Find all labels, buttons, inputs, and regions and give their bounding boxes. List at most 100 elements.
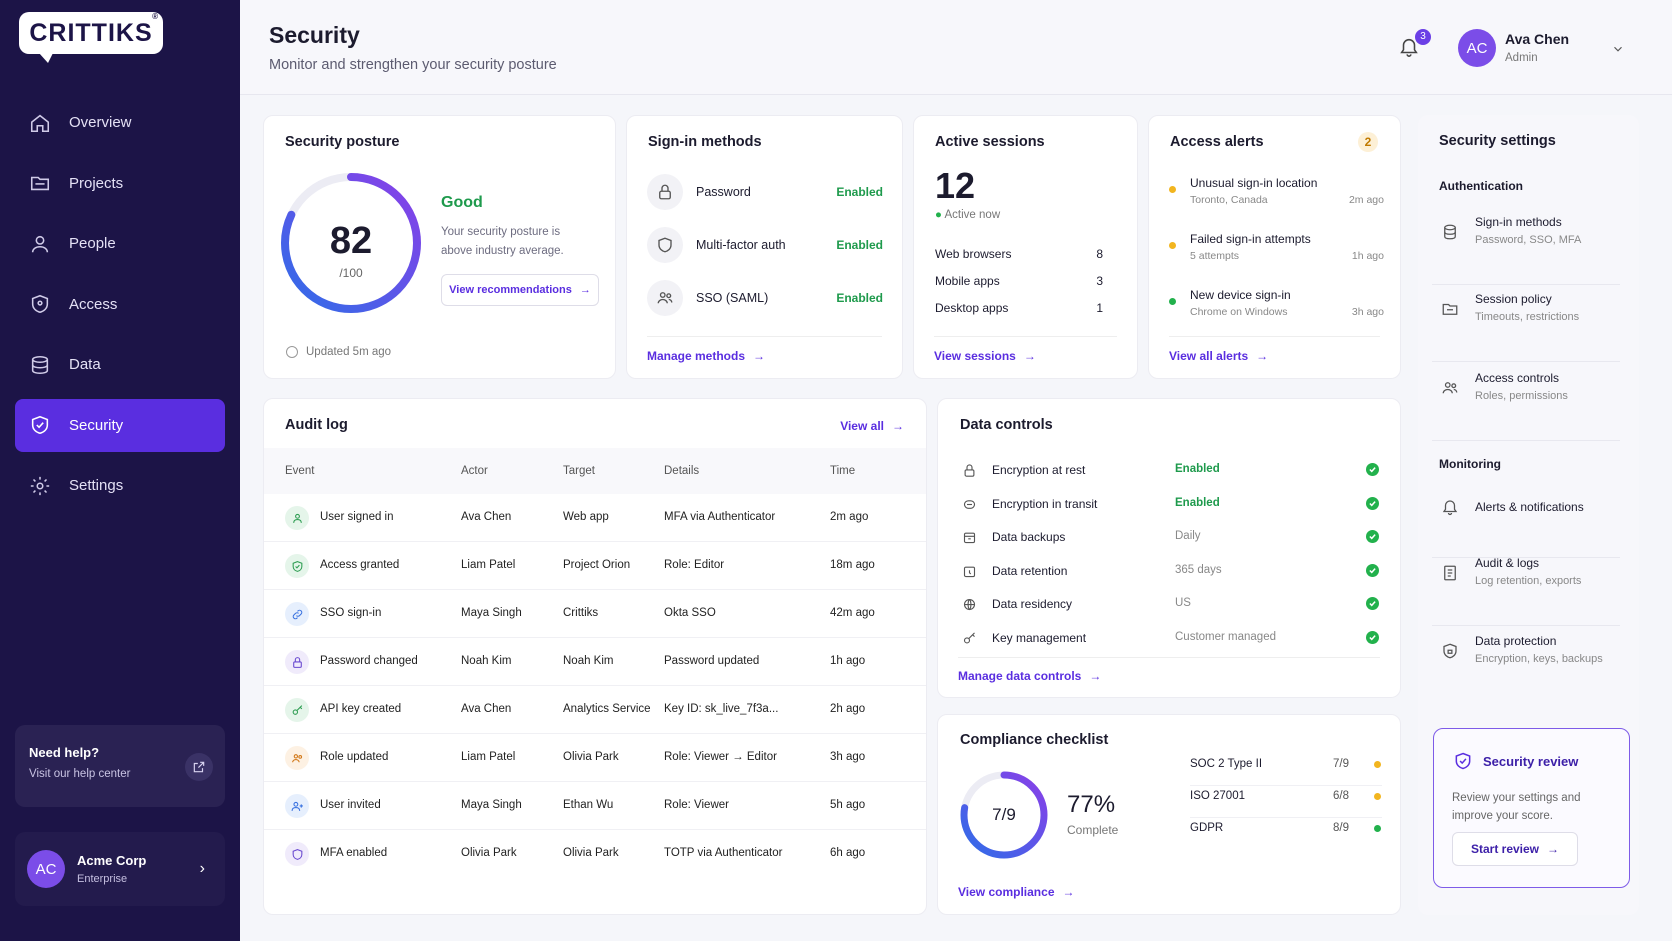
column-header[interactable]: Target: [563, 465, 595, 477]
database-icon: [1444, 224, 1456, 240]
alert-item[interactable]: Unusual sign-in location Toronto, Canada…: [1149, 176, 1400, 216]
column-header[interactable]: Actor: [461, 465, 488, 477]
view-all-audit-link[interactable]: View all →: [840, 419, 904, 433]
compliance-standard-row[interactable]: ISO 27001 6/8: [1190, 788, 1382, 818]
sidebar-item-data[interactable]: Data: [15, 338, 225, 391]
key-icon: [963, 632, 975, 644]
signin-method-status: Enabled: [836, 238, 883, 252]
data-control-row[interactable]: Data backups Daily: [938, 528, 1400, 552]
help-title: Need help?: [29, 745, 100, 760]
posture-updated: Updated 5m ago: [306, 346, 392, 358]
table-row[interactable]: Role updated Liam Patel Olivia Park Role: V…: [264, 734, 926, 782]
data-control-row[interactable]: Encryption in transit Enabled: [938, 495, 1400, 519]
column-header[interactable]: Event: [285, 465, 315, 477]
table-row[interactable]: Access granted Liam Patel Project Orion Rol…: [264, 542, 926, 590]
cell-actor: Liam Patel: [461, 559, 516, 571]
manage-methods-link[interactable]: Manage methods →: [647, 349, 766, 363]
compliance-standard-value: 6/8: [1333, 790, 1349, 802]
settings-item-title: Alerts & notifications: [1475, 500, 1584, 514]
cell-details: Password updated: [664, 655, 760, 667]
settings-item-alerts-notifications[interactable]: Alerts & notifications: [1432, 498, 1620, 558]
view-recommendations-button[interactable]: View recommendations →: [441, 274, 599, 306]
cell-time: 6h ago: [830, 847, 866, 859]
alert-item[interactable]: Failed sign-in attempts 5 attempts 1h ag…: [1149, 232, 1400, 272]
signin-method-row[interactable]: SSO (SAML) Enabled: [627, 278, 902, 318]
settings-item-title: Access controls: [1475, 371, 1560, 385]
arrow-right-icon: →: [1256, 349, 1269, 363]
settings-item-access-controls[interactable]: Access controls Roles, permissions: [1432, 371, 1620, 441]
column-header[interactable]: Time: [830, 465, 856, 477]
session-count: 8: [1096, 247, 1103, 261]
notification-badge: 3: [1415, 29, 1431, 45]
start-review-button[interactable]: Start review →: [1452, 832, 1578, 866]
compliance-standard-row[interactable]: GDPR 8/9: [1190, 820, 1382, 850]
sidebar-item-label: Projects: [69, 174, 124, 192]
manage-data-controls-link[interactable]: Manage data controls →: [958, 669, 1102, 683]
user-avatar[interactable]: AC: [1458, 29, 1496, 67]
signin-method-row[interactable]: Multi-factor auth Enabled: [627, 225, 902, 265]
success-dot-icon: [1169, 298, 1176, 305]
org-switcher[interactable]: AC Acme Corp Enterprise ›: [15, 832, 225, 906]
active-now-label: ● Active now: [935, 209, 1001, 221]
data-control-row[interactable]: Data residency US: [938, 595, 1400, 619]
cell-event: Role updated: [320, 751, 389, 763]
security-review-description: Review your settings and improve your sco…: [1452, 792, 1581, 822]
org-name: Acme Corp: [77, 853, 147, 868]
users-icon: [647, 280, 683, 316]
table-row[interactable]: User invited Maya Singh Ethan Wu Role: View…: [264, 782, 926, 830]
alert-item[interactable]: New device sign-in Chrome on Windows 3h …: [1149, 288, 1400, 328]
sidebar-item-label: Data: [69, 356, 101, 373]
sidebar-item-overview[interactable]: Overview: [15, 96, 225, 149]
table-row[interactable]: User signed in Ava Chen Web app MFA via Aut…: [264, 494, 926, 542]
data-control-row[interactable]: Encryption at rest Enabled: [938, 461, 1400, 485]
table-row[interactable]: MFA enabled Olivia Park Olivia Park TOTP vi…: [264, 830, 926, 878]
sidebar-item-settings[interactable]: Settings: [15, 459, 225, 512]
home-icon: [30, 114, 50, 132]
table-row[interactable]: API key created Ava Chen Analytics Service…: [264, 686, 926, 734]
sidebar-item-projects[interactable]: Projects: [15, 157, 225, 210]
compliance-progress-ring: [960, 771, 1048, 859]
cell-target: Project Orion: [563, 559, 631, 571]
chevron-right-icon: ›: [199, 860, 205, 877]
posture-score-gauge: [281, 173, 421, 313]
link-icon: [285, 602, 309, 626]
bell-icon[interactable]: [1398, 36, 1420, 58]
user-name[interactable]: Ava Chen: [1505, 31, 1570, 47]
signin-method-row[interactable]: Password Enabled: [627, 172, 902, 212]
folder-icon: [1442, 303, 1458, 315]
cell-target: Analytics Service: [563, 703, 651, 715]
settings-item-audit-logs[interactable]: Audit & logs Log retention, exports: [1432, 556, 1620, 626]
settings-item-data-protection[interactable]: Data protection Encryption, keys, backup…: [1432, 634, 1620, 704]
help-card[interactable]: Need help? Visit our help center: [15, 725, 225, 807]
sidebar-item-security[interactable]: Security: [15, 398, 225, 452]
chevron-down-icon[interactable]: [1611, 42, 1625, 56]
logo-registered-mark: ®: [152, 12, 159, 21]
arrow-right-icon: →: [1547, 842, 1560, 856]
table-row[interactable]: SSO sign-in Maya Singh Crittiks Okta SSO 42m…: [264, 590, 926, 638]
table-row[interactable]: Password changed Noah Kim Noah Kim Password…: [264, 638, 926, 686]
view-all-alerts-link[interactable]: View all alerts →: [1169, 349, 1269, 363]
audit-log-card: Audit log View all → Event Actor Target D…: [263, 398, 927, 915]
data-control-name: Encryption at rest: [992, 463, 1086, 477]
column-header[interactable]: Details: [664, 465, 700, 477]
sidebar-item-access[interactable]: Access: [15, 278, 225, 331]
compliance-standard-row[interactable]: SOC 2 Type II 7/9: [1190, 756, 1382, 786]
settings-item-signin-methods[interactable]: Sign-in methods Password, SSO, MFA: [1432, 215, 1620, 285]
posture-score-arc: [281, 173, 421, 313]
data-control-row[interactable]: Data retention 365 days: [938, 562, 1400, 586]
compliance-standard-name: SOC 2 Type II: [1190, 758, 1263, 770]
person-icon: [31, 235, 49, 252]
crittiks-logo[interactable]: CRITTIKS ®: [19, 12, 163, 63]
clock-icon: [286, 346, 298, 358]
view-compliance-link[interactable]: View compliance →: [958, 885, 1075, 899]
sidebar-nav: Overview Projects People Access Data Sec…: [15, 96, 225, 520]
data-control-value: Enabled: [1175, 496, 1220, 509]
sidebar-item-people[interactable]: People: [15, 217, 225, 270]
cell-details: MFA via Authenticator: [664, 511, 776, 523]
settings-item-session-policy[interactable]: Session policy Timeouts, restrictions: [1432, 292, 1620, 362]
external-link-icon[interactable]: [185, 753, 213, 781]
view-sessions-link[interactable]: View sessions →: [934, 349, 1036, 363]
data-control-row[interactable]: Key management Customer managed: [938, 629, 1400, 653]
cell-target: Web app: [563, 511, 609, 523]
settings-item-subtitle: Password, SSO, MFA: [1475, 234, 1582, 246]
